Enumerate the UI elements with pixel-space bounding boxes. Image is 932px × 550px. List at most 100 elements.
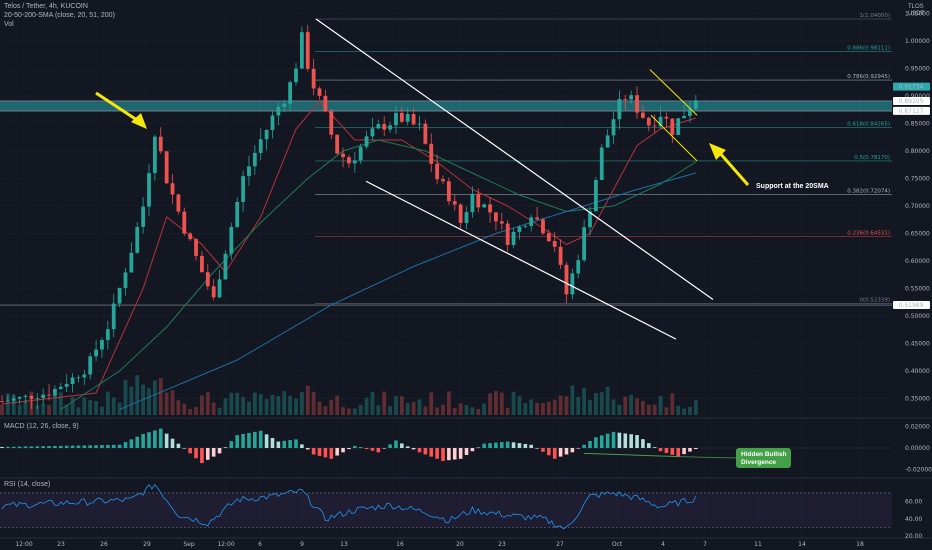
candle-body bbox=[29, 395, 34, 399]
macd-histogram-bar bbox=[6, 446, 10, 448]
fib-level-label: 0.618(0.84265) bbox=[847, 121, 890, 127]
volume-bar bbox=[382, 391, 387, 415]
time-tick-label: 27 bbox=[556, 541, 564, 548]
volume-bar bbox=[617, 404, 622, 415]
macd-histogram-bar bbox=[647, 443, 651, 448]
candle-body bbox=[593, 179, 598, 212]
time-tick-label: 4 bbox=[661, 541, 665, 548]
volume-bar bbox=[635, 398, 639, 415]
volume-bar bbox=[693, 400, 698, 415]
divergence-connector bbox=[678, 456, 737, 459]
resistance-zone bbox=[0, 100, 892, 111]
macd-tick-label: -0.02000 bbox=[905, 467, 932, 474]
candle-body bbox=[576, 260, 581, 274]
macd-histogram-bar bbox=[176, 443, 181, 448]
volume-bar bbox=[570, 385, 575, 415]
price-axis[interactable]: 1.05000 1.00000 0.95000 0.90000 0.85000 0.800… bbox=[905, 11, 932, 541]
volume-bar bbox=[476, 408, 481, 415]
volume-bar bbox=[317, 401, 322, 415]
price-tick-label: 1.05000 bbox=[905, 11, 930, 18]
volume-bar bbox=[88, 400, 93, 415]
macd-histogram-bar bbox=[53, 445, 57, 448]
candle-body bbox=[288, 82, 293, 104]
macd-histogram-bar bbox=[670, 448, 675, 455]
volume-bar bbox=[264, 399, 269, 415]
support-note: Support at the 20SMA bbox=[756, 183, 829, 190]
macd-histogram-bar bbox=[629, 434, 633, 448]
macd-histogram-bar bbox=[235, 435, 239, 448]
volume-bar bbox=[535, 402, 539, 415]
legend-title[interactable]: Telos / Tether, 4h, KUCOIN bbox=[4, 3, 88, 10]
candle-body bbox=[399, 112, 404, 122]
volume-bar bbox=[370, 391, 375, 415]
macd-histogram-bar bbox=[282, 440, 287, 448]
macd-histogram-bar bbox=[405, 446, 410, 448]
candle-body bbox=[676, 118, 681, 135]
rsi-tick-label: 60.00 bbox=[905, 499, 922, 506]
volume-bar bbox=[611, 399, 616, 415]
time-tick-label: 12:00 bbox=[217, 541, 234, 548]
macd-histogram-bar bbox=[570, 448, 575, 453]
macd-histogram-bar bbox=[82, 445, 87, 448]
volume-bar bbox=[288, 395, 293, 415]
volume-bar bbox=[541, 403, 545, 415]
legend-volume[interactable]: Vol bbox=[4, 21, 14, 28]
fib-level-label: 0.786(0.92945) bbox=[847, 74, 890, 80]
legend-sma[interactable]: 20-50-200-SMA (close, 20, 51, 200) bbox=[4, 12, 115, 19]
price-tick-label: 0.45000 bbox=[905, 341, 930, 348]
volume-bar bbox=[229, 392, 234, 415]
volume-bar bbox=[352, 408, 357, 415]
volume-bar bbox=[217, 407, 222, 415]
volume-bar bbox=[623, 396, 628, 415]
volume-bar bbox=[511, 391, 516, 415]
candle-body bbox=[364, 136, 369, 147]
volume-bar bbox=[329, 399, 334, 415]
volume-bar bbox=[593, 392, 598, 415]
volume-bar bbox=[258, 394, 263, 415]
candle-body bbox=[570, 273, 575, 295]
candle-body bbox=[147, 173, 151, 207]
candle-body bbox=[505, 223, 510, 245]
volume-bar bbox=[688, 406, 692, 415]
volume-bar bbox=[299, 391, 304, 415]
macd-histogram-bar bbox=[206, 448, 210, 460]
legend-rsi[interactable]: RSI (14, close) bbox=[4, 481, 51, 488]
macd-histogram-bar bbox=[476, 447, 481, 449]
candle-body bbox=[529, 217, 534, 227]
macd-tick-label: 0.02000 bbox=[905, 423, 930, 430]
price-tick-label: 0.90000 bbox=[905, 93, 930, 100]
arrow-left-shaft bbox=[95, 91, 141, 124]
macd-histogram-bar bbox=[288, 440, 292, 448]
candle-body bbox=[164, 151, 169, 184]
rsi-tick-label: 20.00 bbox=[905, 533, 922, 540]
macd-histogram-bar bbox=[0, 446, 4, 448]
candle-body bbox=[270, 115, 275, 130]
candle-body bbox=[11, 398, 16, 401]
macd-histogram-bar bbox=[64, 445, 69, 448]
candle-body bbox=[499, 221, 504, 224]
macd-histogram-bar bbox=[588, 441, 592, 448]
candle-body bbox=[70, 377, 75, 385]
macd-histogram-bar bbox=[258, 430, 263, 448]
divergence-line bbox=[584, 452, 679, 458]
candle-body bbox=[435, 163, 440, 180]
candle-body bbox=[411, 114, 416, 125]
macd-histogram-bar bbox=[300, 444, 304, 448]
divergence-line2: Divergence bbox=[741, 459, 776, 466]
macd-histogram-bar bbox=[682, 448, 686, 455]
volume-bar bbox=[323, 406, 328, 415]
time-axis[interactable]: 12:00 23 26 29 Sep 12:00 6 9 13 16 20 23 27 Oct 4 7 11 14… bbox=[15, 541, 864, 548]
price-tick-label: 1.00000 bbox=[905, 38, 930, 45]
macd-histogram-bar bbox=[335, 448, 339, 456]
macd-histogram-bar bbox=[517, 443, 522, 448]
macd-histogram-bar bbox=[594, 437, 598, 448]
candle-body bbox=[370, 128, 375, 137]
candle-body bbox=[323, 95, 328, 112]
legend-macd[interactable]: MACD (12, 26, close, 9) bbox=[4, 423, 79, 430]
macd-histogram-bar bbox=[429, 448, 434, 457]
macd-histogram-bar bbox=[470, 448, 475, 452]
macd-histogram-bar bbox=[400, 443, 404, 448]
candle-body bbox=[558, 246, 563, 265]
macd-histogram-bar bbox=[270, 437, 275, 448]
